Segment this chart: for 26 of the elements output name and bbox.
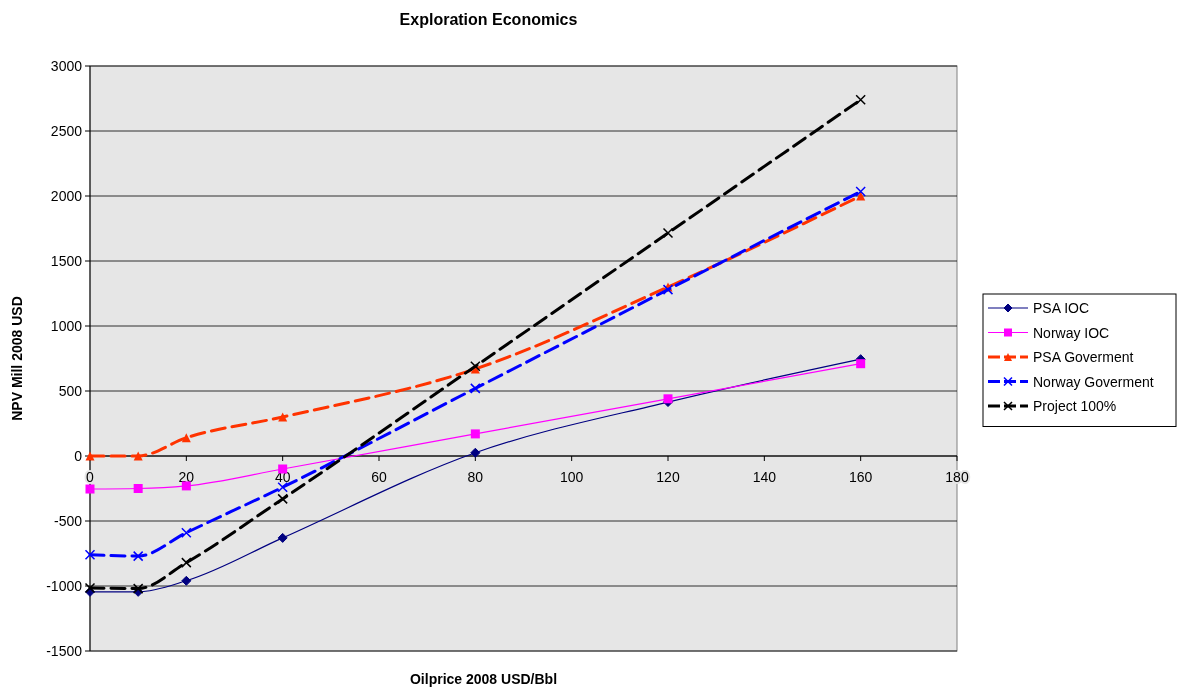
y-tick-label: 2500: [50, 123, 83, 139]
x-tick-label: 100: [559, 469, 584, 485]
legend-label: PSA IOC: [1033, 300, 1090, 316]
y-tick-label: 1500: [50, 253, 83, 269]
legend-label: PSA Goverment: [1033, 349, 1134, 365]
y-tick-label: 0: [74, 448, 83, 464]
y-axis-title: NPV Mill 2008 USD: [9, 296, 25, 421]
x-tick-label: 140: [752, 469, 777, 485]
y-tick-label: 2000: [50, 188, 83, 204]
y-tick-label: -500: [53, 513, 83, 529]
legend-label: Norway Goverment: [1033, 373, 1154, 390]
x-tick-label: 20: [178, 469, 195, 485]
legend-label: Norway IOC: [1033, 324, 1110, 341]
y-tick-label: -1500: [46, 643, 83, 659]
x-tick-label: 80: [467, 469, 484, 485]
x-tick-label: 60: [371, 469, 387, 485]
x-tick-label: 180: [945, 469, 969, 485]
y-tick-label: 500: [58, 383, 83, 399]
legend-label: Project 100%: [1033, 398, 1117, 414]
y-tick-label: 3000: [50, 58, 83, 74]
y-tick-label: -1000: [46, 578, 83, 594]
chart-title: Exploration Economics: [399, 11, 578, 28]
y-tick-label: 1000: [50, 318, 83, 334]
x-axis-title: Oilprice 2008 USD/Bbl: [409, 671, 558, 687]
x-tick-label: 120: [656, 469, 680, 485]
x-tick-label: 160: [848, 469, 873, 485]
